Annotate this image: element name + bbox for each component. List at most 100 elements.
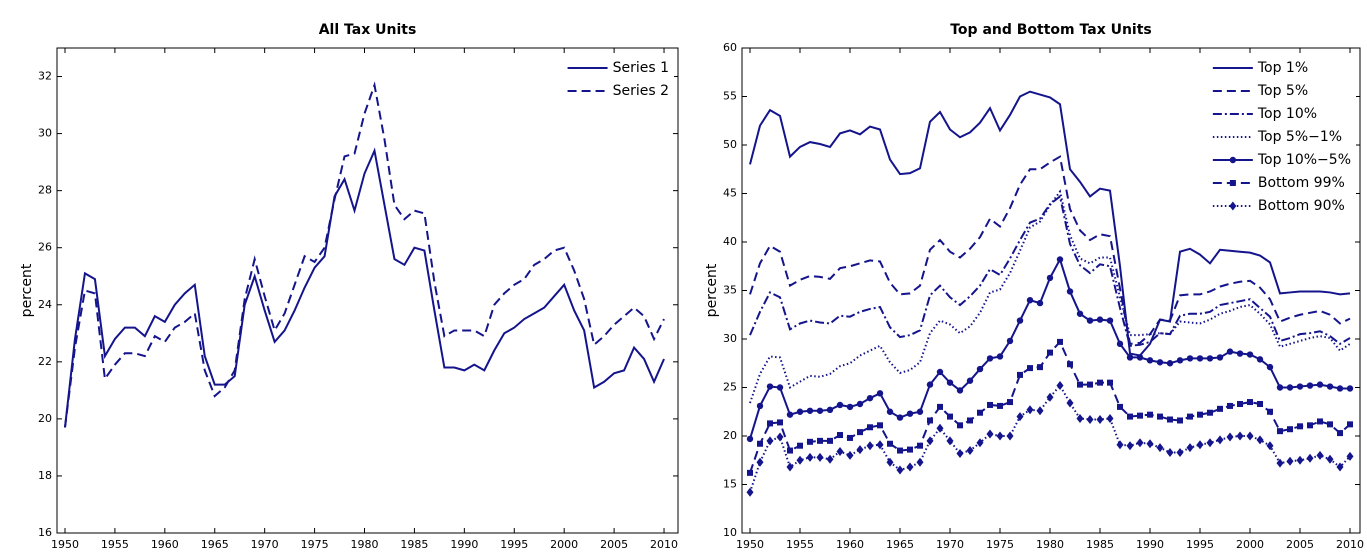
legend: Series 1 Series 2 — [563, 56, 674, 104]
marker — [936, 368, 944, 376]
marker — [1229, 156, 1237, 164]
marker — [1056, 381, 1064, 391]
marker — [1246, 431, 1254, 441]
marker — [1316, 381, 1324, 388]
x-tick-label: 2000 — [550, 538, 578, 551]
marker — [766, 436, 774, 446]
marker — [1316, 450, 1324, 460]
y-tick-label: 20 — [38, 412, 52, 425]
marker — [896, 414, 904, 421]
marker — [947, 413, 953, 420]
y-tick-label: 18 — [38, 469, 52, 482]
marker — [886, 457, 894, 467]
x-tick-label: 2010 — [1336, 538, 1364, 551]
marker — [1096, 415, 1104, 425]
marker — [1267, 408, 1273, 415]
marker — [1006, 337, 1014, 345]
marker — [1086, 317, 1094, 324]
y-tick-label: 30 — [38, 127, 52, 140]
marker — [1317, 418, 1323, 425]
marker — [1347, 421, 1353, 428]
y-tick-label: 30 — [723, 332, 737, 345]
marker — [776, 432, 784, 442]
marker — [1116, 440, 1124, 450]
marker — [796, 408, 804, 415]
marker — [1326, 454, 1334, 464]
x-tick-label: 2005 — [1286, 538, 1314, 551]
legend-label: Series 1 — [613, 60, 669, 76]
marker — [1196, 440, 1204, 450]
marker — [847, 434, 853, 441]
marker — [836, 401, 844, 409]
marker — [866, 441, 874, 451]
marker — [1277, 428, 1283, 435]
marker — [1236, 431, 1244, 441]
marker — [1207, 409, 1213, 416]
marker — [996, 431, 1004, 441]
marker — [967, 417, 973, 424]
marker — [896, 465, 904, 475]
y-tick-label: 10 — [723, 526, 737, 539]
marker — [786, 462, 794, 472]
x-tick-label: 1960 — [836, 538, 864, 551]
y-tick-label: 60 — [723, 41, 737, 54]
marker — [1097, 379, 1103, 386]
marker — [996, 353, 1004, 360]
marker — [876, 440, 884, 450]
legend-label: Bottom 90% — [1258, 198, 1345, 214]
marker — [787, 447, 793, 454]
marker — [757, 440, 763, 447]
marker — [1227, 402, 1233, 409]
marker — [987, 401, 993, 408]
marker — [1346, 451, 1354, 461]
marker — [1106, 414, 1114, 424]
marker — [906, 410, 914, 417]
marker — [1296, 455, 1304, 465]
marker — [1056, 256, 1064, 263]
marker — [816, 407, 824, 414]
marker — [1306, 453, 1314, 463]
marker — [966, 446, 974, 456]
x-tick-label: 1975 — [301, 538, 329, 551]
marker — [946, 436, 954, 446]
marker — [1066, 398, 1074, 408]
series-line — [749, 155, 1351, 345]
marker — [986, 355, 994, 362]
marker — [1067, 361, 1073, 368]
chart-title: All Tax Units — [319, 22, 417, 38]
marker — [1116, 340, 1124, 348]
marker — [1327, 421, 1333, 428]
marker — [846, 450, 854, 460]
marker — [926, 436, 934, 446]
marker — [1196, 355, 1204, 362]
x-tick-label: 1985 — [1086, 538, 1114, 551]
marker — [1046, 392, 1054, 402]
x-tick-label: 1980 — [351, 538, 379, 551]
marker — [1197, 411, 1203, 418]
marker — [1117, 403, 1123, 410]
legend-label: Top 5%−1% — [1257, 129, 1342, 145]
marker — [1256, 356, 1264, 363]
y-tick-label: 55 — [723, 90, 737, 103]
plot-frame — [56, 47, 679, 534]
marker — [1026, 405, 1034, 415]
marker — [1077, 381, 1083, 388]
x-tick-label: 1960 — [151, 538, 179, 551]
marker — [926, 381, 934, 388]
legend-box — [563, 56, 674, 104]
marker — [956, 387, 964, 394]
marker — [1126, 354, 1134, 361]
legend-label: Top 10% — [1257, 106, 1317, 122]
marker — [1216, 354, 1224, 361]
x-tick-label: 1990 — [1136, 538, 1164, 551]
y-tick-label: 26 — [38, 241, 52, 254]
marker — [1136, 354, 1144, 361]
marker — [1146, 439, 1154, 449]
y-tick-label: 25 — [723, 381, 737, 394]
marker — [936, 423, 944, 433]
marker — [1027, 365, 1033, 372]
marker — [876, 390, 884, 397]
marker — [986, 429, 994, 439]
marker — [1256, 435, 1264, 445]
marker — [966, 377, 974, 384]
